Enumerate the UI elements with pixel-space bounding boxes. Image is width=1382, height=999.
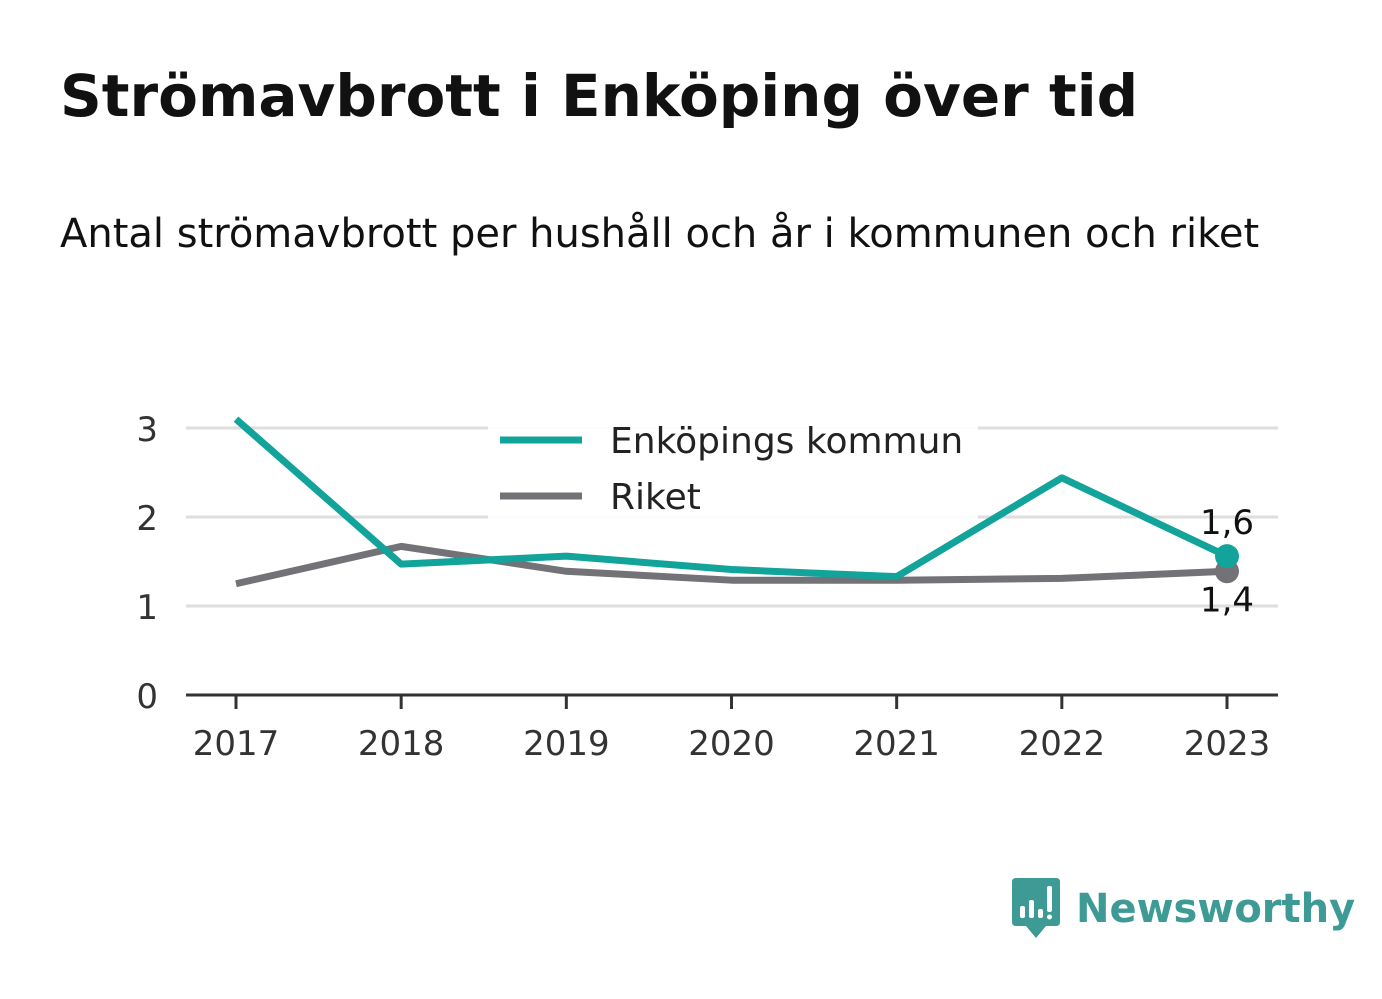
y-tick-label: 3 (136, 410, 158, 450)
x-tick-label: 2018 (358, 724, 445, 764)
y-tick-label: 0 (136, 677, 158, 717)
series-line-1 (235, 542, 1228, 588)
series-end-point-0 (1215, 544, 1239, 569)
legend-box (488, 413, 978, 521)
x-tick-label: 2021 (853, 724, 940, 764)
brand-name: Newsworthy (1076, 886, 1356, 932)
x-tick-label: 2023 (1184, 724, 1271, 764)
x-tick-label: 2020 (688, 724, 775, 764)
end-label-riket: 1,4 (1200, 580, 1254, 620)
legend-label: Enköpings kommun (610, 421, 963, 462)
chart-title: Strömavbrott i Enköping över tid (60, 62, 1139, 130)
newsworthy-chart-icon (1012, 878, 1060, 938)
x-tick-label: 2019 (523, 724, 610, 764)
end-label-kommun: 1,6 (1200, 503, 1254, 543)
legend-label: Riket (610, 477, 701, 518)
chart-subtitle: Antal strömavbrott per hushåll och år i … (60, 211, 1260, 257)
y-tick-label: 2 (136, 499, 158, 539)
series-line-0 (233, 416, 1229, 581)
brand-logo: Newsworthy (1010, 878, 1355, 940)
x-tick-label: 2022 (1019, 724, 1106, 764)
x-tick-label: 2017 (193, 724, 280, 764)
y-tick-label: 1 (136, 588, 158, 628)
